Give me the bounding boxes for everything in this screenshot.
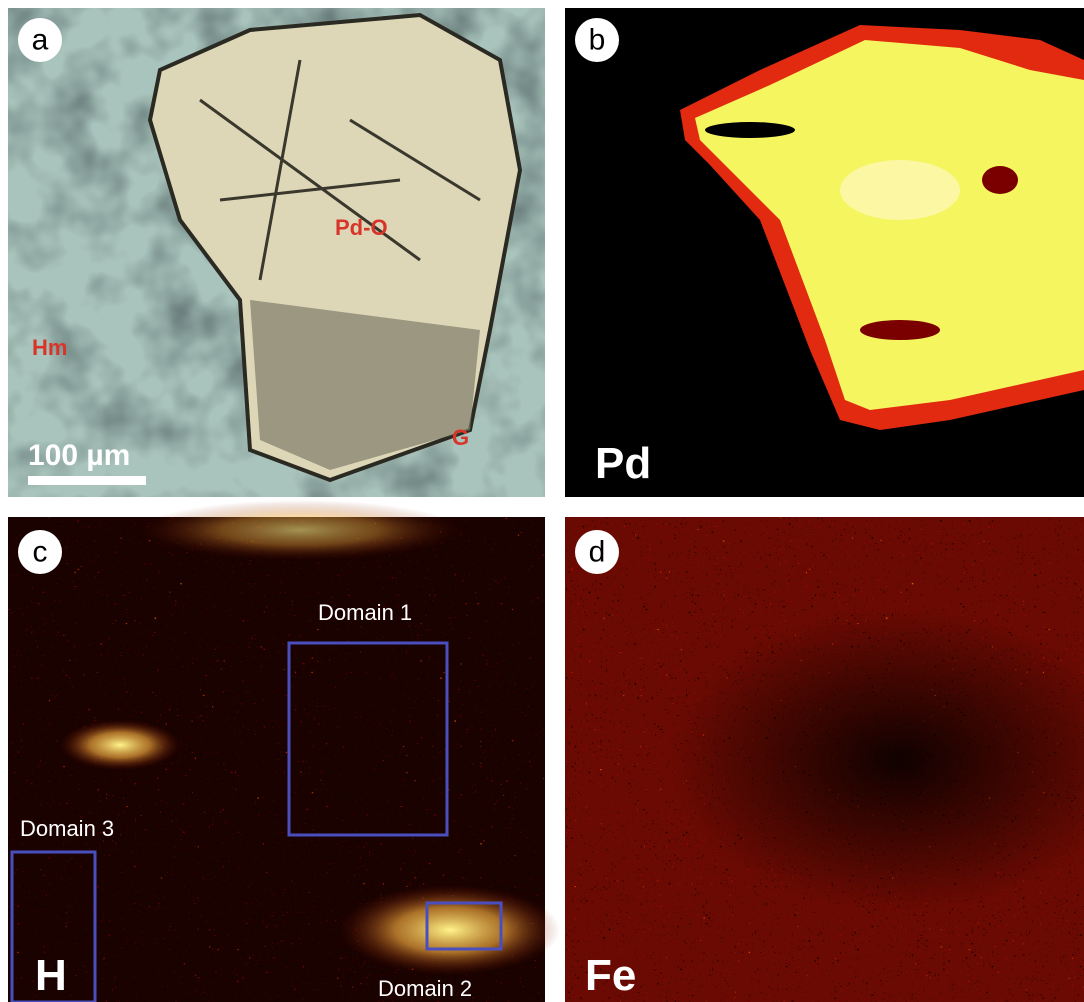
domain-label: Domain 1 [318,600,412,625]
domain-label: Domain 2 [378,976,472,1001]
panel-d: d Fe [565,517,1084,1002]
element-label: Fe [585,951,636,1000]
panel-c: c H Domain 1 Domain 2 Domain 3 [8,500,560,1002]
annotation: Hm [32,335,67,360]
panel-label: c [33,536,48,569]
scale-bar-label: 100 µm [28,439,130,472]
figure: a Pd-O Hm G 100 µm b Pd c H Domain 1 Dom… [0,0,1084,1002]
panel-b: b Pd [565,8,1084,497]
scale-bar [28,476,146,485]
domain-label: Domain 3 [20,816,114,841]
element-label: Pd [595,439,651,488]
element-label: H [35,951,67,1000]
panel-label: b [589,24,606,57]
panel-label: d [589,536,606,569]
panel-a: a Pd-O Hm G 100 µm [8,8,545,497]
annotation: G [452,425,469,450]
panel-label: a [32,24,49,57]
annotation: Pd-O [335,215,388,240]
